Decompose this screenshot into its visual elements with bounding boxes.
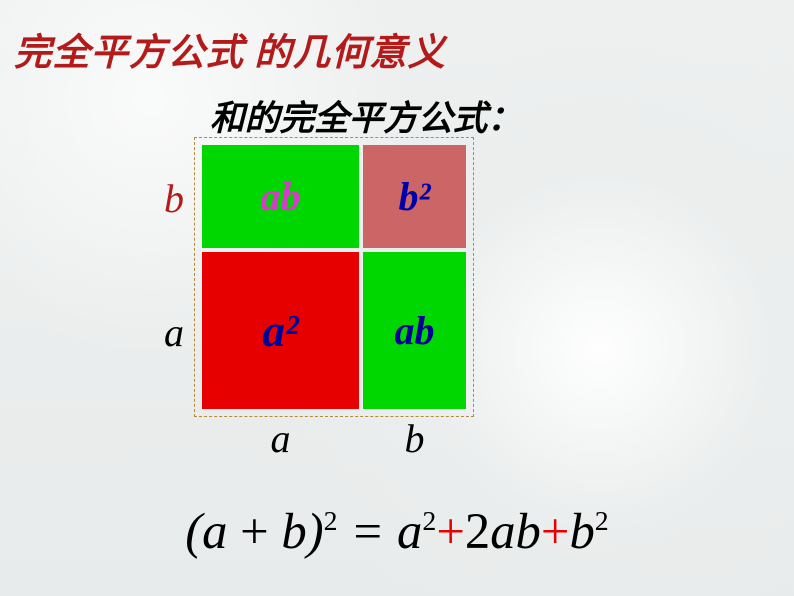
- slide-subtitle: 和的完全平方公式：: [210, 90, 522, 140]
- axis-label-left-a: a: [164, 309, 184, 356]
- square-diagram: b a a b ab b² a² ab: [202, 145, 466, 409]
- axis-label-bottom-b: b: [405, 415, 425, 462]
- axis-label-left-b: b: [164, 175, 184, 222]
- cell-ab-top: ab: [202, 145, 359, 248]
- cell-ab-right: ab: [363, 252, 466, 409]
- cell-a-squared: a²: [202, 252, 359, 409]
- slide-title: 完全平方公式 的几何意义: [14, 22, 446, 76]
- formula-expansion: (a + b)2 = a2+2ab+b2: [0, 502, 794, 560]
- slide-stage: 完全平方公式 的几何意义 和的完全平方公式： b a a b ab b² a² …: [0, 0, 794, 596]
- axis-label-bottom-a: a: [271, 415, 291, 462]
- cell-b-squared: b²: [363, 145, 466, 248]
